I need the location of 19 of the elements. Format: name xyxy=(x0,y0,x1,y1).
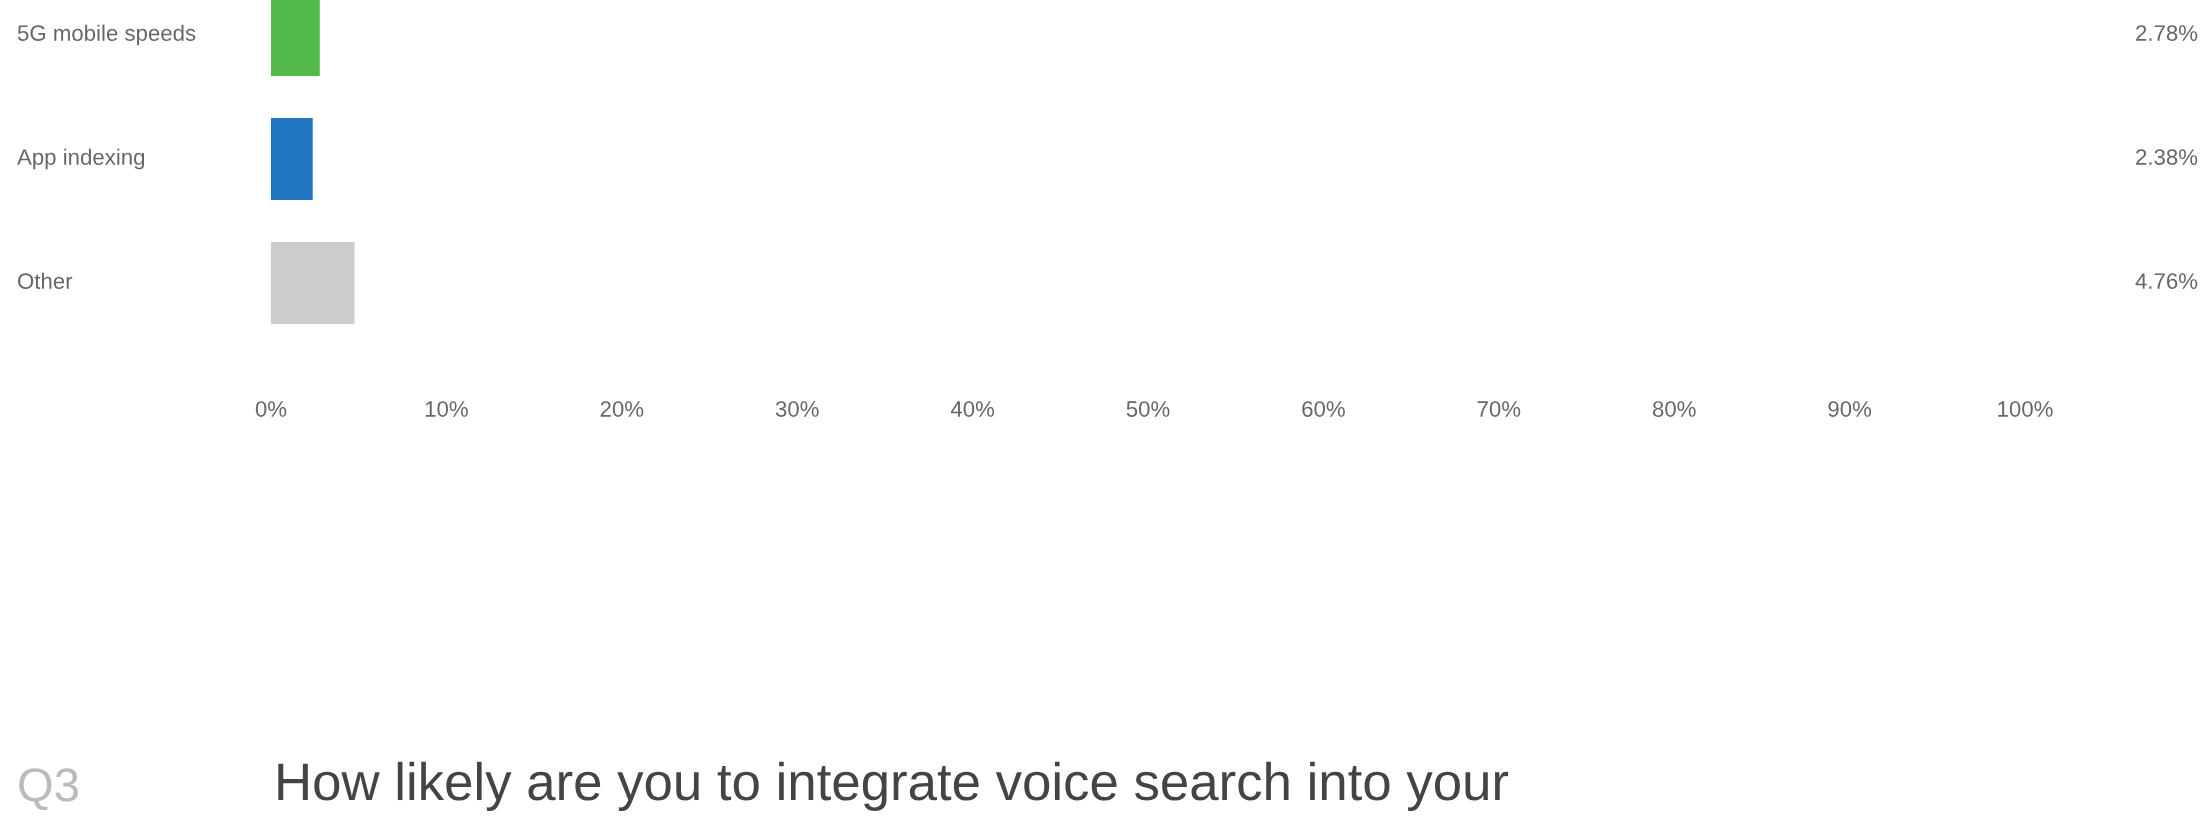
data-label: 4.76% xyxy=(2135,273,2198,289)
x-tick-label: 60% xyxy=(1302,401,1345,417)
x-tick-label: 90% xyxy=(1828,401,1872,417)
text: How likely are you to integrate voice search into your xyxy=(278,761,1509,811)
x-tick-label: 10% xyxy=(425,401,468,417)
y-tick-label: Other xyxy=(18,272,73,289)
x-tick-label: 70% xyxy=(1477,401,1521,417)
x-tick-label: 40% xyxy=(950,401,995,417)
text: Q3 xyxy=(19,768,78,811)
x-tick-label: 80% xyxy=(1652,401,1696,417)
x-tick-label: 20% xyxy=(600,401,644,417)
x-tick-label: 0% xyxy=(255,401,287,417)
x-tick-label: 50% xyxy=(1126,401,1170,417)
y-tick-label: App indexing xyxy=(17,148,145,170)
x-tick-label: 30% xyxy=(775,401,819,417)
data-label: 2.78% xyxy=(2136,25,2198,41)
y-tick-label: 5G mobile speeds xyxy=(17,24,196,46)
x-tick-label: 100% xyxy=(1998,401,2053,417)
data-label: 2.38% xyxy=(2136,149,2198,165)
